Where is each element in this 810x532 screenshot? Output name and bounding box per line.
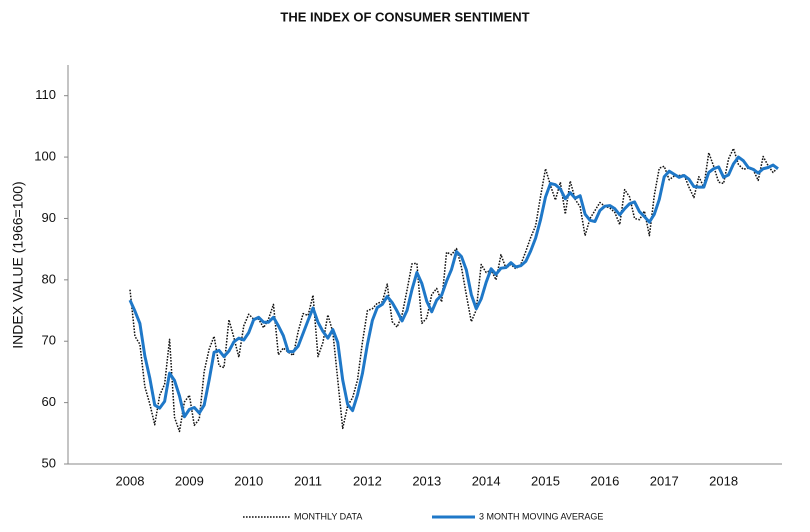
y-tick-label: 80 (42, 271, 56, 286)
x-tick-label: 2014 (472, 473, 501, 488)
x-tick-label: 2011 (294, 473, 322, 488)
x-tick-label: 2008 (116, 473, 145, 488)
series-line (128, 155, 779, 419)
x-tick-label: 2012 (353, 473, 382, 488)
y-tick-label: 60 (42, 394, 56, 409)
chart-title: THE INDEX OF CONSUMER SENTIMENT (280, 9, 529, 24)
series-line (129, 147, 779, 433)
x-tick-label: 2015 (531, 473, 560, 488)
legend-label: 3 MONTH MOVING AVERAGE (479, 511, 603, 521)
y-tick-label: 100 (34, 149, 56, 164)
x-tick-label: 2009 (175, 473, 204, 488)
x-tick-label: 2010 (234, 473, 263, 488)
y-tick-label: 90 (42, 210, 56, 225)
x-tick-label: 2017 (650, 473, 679, 488)
x-tick-label: 2013 (412, 473, 441, 488)
y-tick-label: 110 (35, 87, 56, 102)
y-tick-label: 70 (42, 333, 56, 348)
y-axis-label: INDEX VALUE (1966=100) (10, 181, 26, 348)
y-tick-label: 50 (42, 455, 56, 470)
legend-label: MONTHLY DATA (294, 511, 362, 521)
x-tick-label: 2018 (709, 473, 738, 488)
x-tick-label: 2016 (590, 473, 619, 488)
